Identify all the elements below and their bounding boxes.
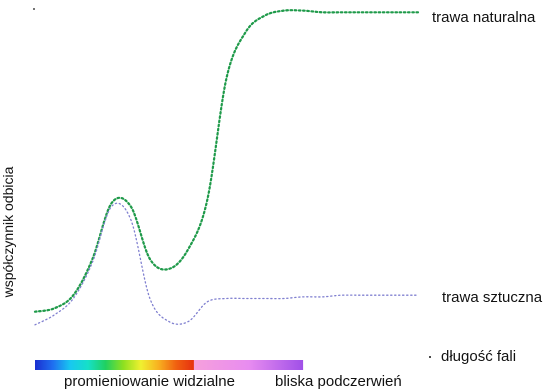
band-label-near-infrared: bliska podczerwień	[275, 373, 402, 390]
near-infrared-band	[193, 360, 304, 370]
spectrum-bar	[35, 360, 304, 370]
visible-band	[35, 360, 194, 370]
series-line-artificial-grass	[34, 202, 419, 326]
x-axis-marker	[429, 356, 431, 358]
series-line-natural-grass	[33, 9, 420, 313]
series-layer	[33, 9, 420, 326]
band-label-visible: promieniowanie widzialne	[64, 373, 235, 390]
plot-area	[33, 9, 420, 326]
series-label-artificial-grass: trawa sztuczna	[442, 289, 543, 306]
corner-dot	[33, 8, 35, 10]
y-axis-label: współczynnik odbicia	[0, 166, 16, 298]
series-label-natural-grass: trawa naturalna	[432, 9, 536, 26]
x-axis-label: długość fali	[441, 348, 516, 365]
